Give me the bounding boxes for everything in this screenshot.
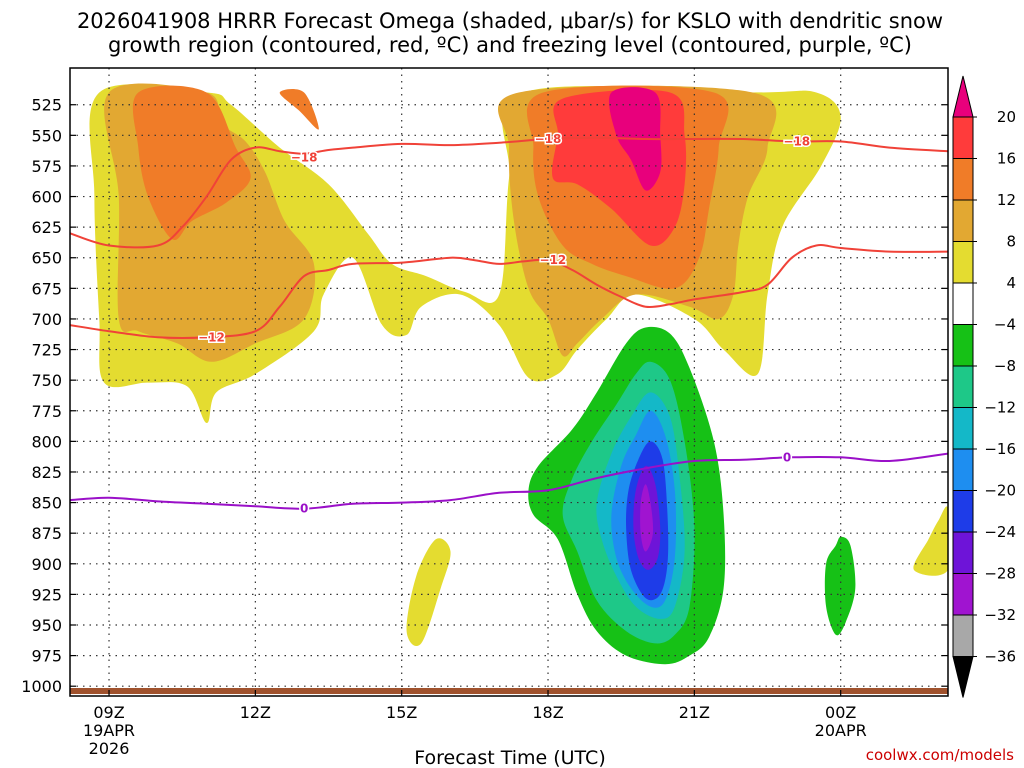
contour-label-0C-1: 0 [783,450,791,464]
x-axis-title: Forecast Time (UTC) [414,747,605,768]
y-tick-label-575: 575 [31,157,62,176]
colorbar-tick-label-2: 12 [997,191,1016,209]
colorbar-tick-label-3: 8 [1006,233,1016,251]
y-tick-label-825: 825 [31,463,62,482]
colorbar-swatch-7 [952,365,974,408]
omega-region-11 [824,536,856,636]
x-tick-label-09Z: 09Z [93,703,124,722]
omega-region-1 [406,538,451,647]
colorbar-tick-label-7: −12 [984,399,1016,417]
omega-region-17 [640,484,654,552]
plot-frame [69,67,949,697]
colorbar-swatch-4 [952,241,974,284]
colorbar-tick-label-9: −20 [984,482,1016,500]
omega-region-2 [913,506,948,576]
contour-0C [70,452,948,510]
colorbar-tick-label-13: −36 [984,648,1016,666]
omega-shading [89,83,948,665]
contour--12C [70,244,948,340]
colorbar-swatch-11 [952,531,974,574]
omega-region-6 [279,88,319,130]
colorbar-tick-label-10: −24 [984,523,1016,541]
colorbar-tick-label-6: −8 [994,357,1016,375]
colorbar-tick-label-1: 16 [997,150,1016,168]
credit-text[interactable]: coolwx.com/models [866,746,1014,764]
contour-label-0C-0: 0 [300,502,308,516]
colorbar-bottom-arrow [952,656,974,698]
grid-lines [70,68,948,696]
y-tick-label-1000: 1000 [21,677,62,696]
y-tick-label-775: 775 [31,402,62,421]
colorbar-tick-label-12: −32 [984,606,1016,624]
x-tick-label-15Z: 15Z [386,703,417,722]
x-tick-date-00Z: 20APR [815,721,867,740]
colorbar-swatch-12 [952,573,974,616]
colorbar-tick-label-8: −16 [984,440,1016,458]
contour--18C [70,136,948,249]
x-tick-label-00Z: 00Z [825,703,856,722]
y-tick-label-525: 525 [31,96,62,115]
colorbar-swatch-10 [952,490,974,533]
colorbar-top-arrow [952,75,974,118]
colorbar-tick-label-4: 4 [1006,274,1016,292]
colorbar-swatch-8 [952,407,974,450]
contour-label--18C-2: −18 [783,134,810,148]
y-tick-label-600: 600 [31,188,62,207]
y-tick-label-700: 700 [31,310,62,329]
x-tick-label-21Z: 21Z [679,703,710,722]
x-tick-year-09Z: 2026 [89,739,130,758]
plot-area: −18 −18 −18 −12 −12 0 0 [70,68,948,696]
y-tick-label-975: 975 [31,647,62,666]
colorbar-tick-label-5: −4 [994,316,1016,334]
colorbar-swatch-13 [952,614,974,657]
colorbar-swatch-9 [952,448,974,491]
contour-label--12C-1: −12 [540,253,567,267]
chart-title-line2: growth region (contoured, red, ºC) and f… [108,33,912,57]
y-tick-label-900: 900 [31,555,62,574]
contour-label--18C-0: −18 [291,150,318,164]
contour-label--12C-0: −12 [198,330,225,344]
x-tick-label-18Z: 18Z [532,703,563,722]
colorbar-tick-label-0: 20 [997,108,1016,126]
y-tick-label-875: 875 [31,524,62,543]
x-tick-date-09Z: 19APR [83,721,135,740]
y-tick-label-950: 950 [31,616,62,635]
colorbar: 20 16 12 8 4 −4 −8 −12 −16 −20 −24 −28 −32 −36 [952,75,1016,698]
y-tick-label-675: 675 [31,279,62,298]
temperature-contours: −18 −18 −18 −12 −12 0 0 [70,131,948,517]
y-tick-label-850: 850 [31,494,62,513]
colorbar-swatch-2 [952,158,974,201]
x-tick-label-12Z: 12Z [240,703,271,722]
colorbar-swatch-5 [952,282,974,325]
chart-title-line1: 2026041908 HRRR Forecast Omega (shaded, … [77,9,943,33]
y-tick-label-725: 725 [31,341,62,360]
y-tick-label-750: 750 [31,371,62,390]
y-tick-label-650: 650 [31,249,62,268]
y-tick-label-925: 925 [31,585,62,604]
y-axis-ticks: 525 550 575 600 625 650 675 700 725 750 775 800 825 8… [21,96,948,696]
colorbar-tick-label-11: −28 [984,565,1016,583]
y-tick-label-800: 800 [31,432,62,451]
contour-label--18C-1: −18 [535,132,562,146]
omega-region-5 [132,85,251,241]
colorbar-swatch-1 [952,116,974,159]
y-tick-label-625: 625 [31,218,62,237]
colorbar-swatch-6 [952,324,974,367]
ground-strip [70,688,948,694]
colorbar-swatch-3 [952,199,974,242]
y-tick-label-550: 550 [31,126,62,145]
